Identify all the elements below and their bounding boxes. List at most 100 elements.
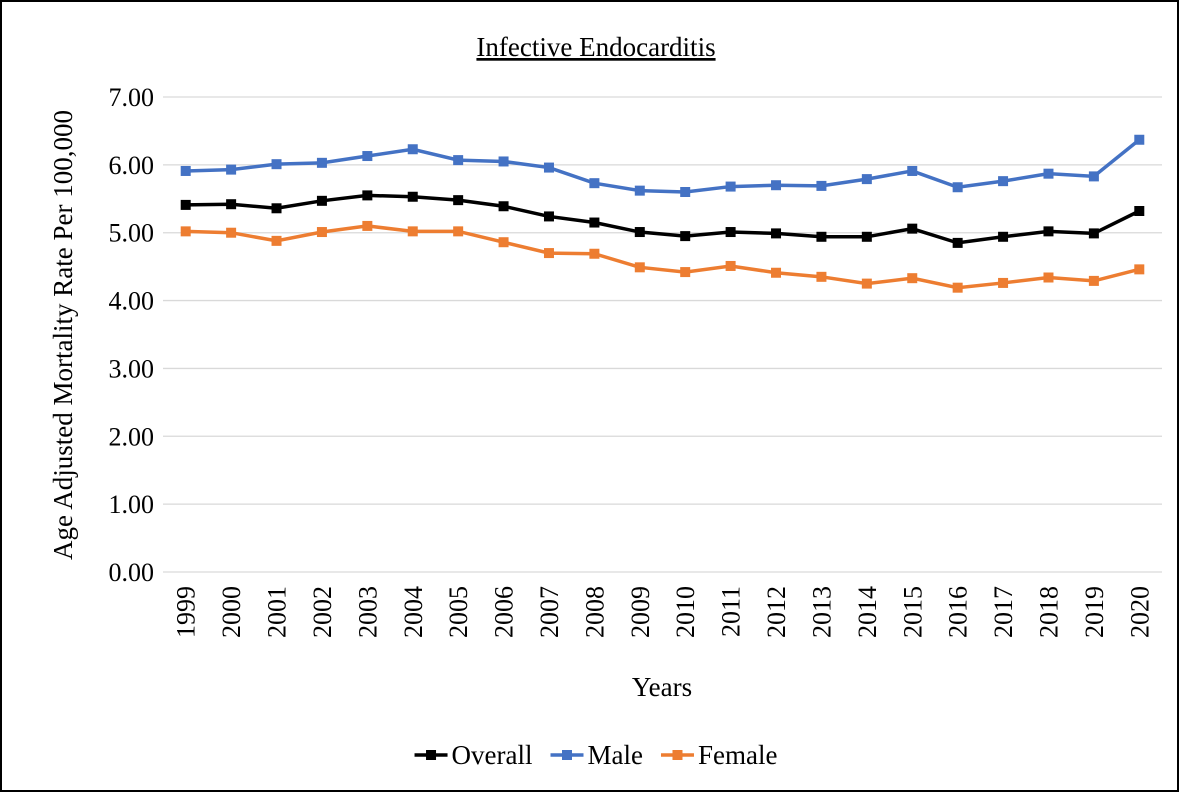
point-marker	[725, 227, 736, 238]
x-tick-label: 2007	[535, 586, 564, 638]
point-marker	[498, 237, 509, 248]
point-marker	[589, 217, 600, 228]
y-tick-label: 3.00	[109, 354, 155, 383]
point-marker	[725, 260, 736, 271]
legend: Overall Male Female	[414, 740, 777, 770]
x-tick-label: 1999	[172, 586, 201, 638]
point-marker	[634, 227, 645, 238]
x-tick-label: 2014	[853, 586, 882, 638]
x-tick-label: 2012	[762, 586, 791, 638]
legend-item: Male	[550, 740, 643, 770]
chart-title: Infective Endocarditis	[476, 32, 715, 62]
point-marker	[226, 227, 237, 238]
point-marker	[362, 220, 373, 231]
legend-label: Female	[698, 740, 777, 770]
point-marker	[952, 237, 963, 248]
point-marker	[271, 159, 282, 170]
x-tick-label: 2013	[807, 586, 836, 638]
point-marker	[998, 277, 1009, 288]
x-tick-label: 2018	[1034, 586, 1063, 638]
point-marker	[453, 155, 464, 166]
point-marker	[453, 195, 464, 206]
x-tick-label: 2004	[399, 586, 428, 638]
x-tick-label: 2002	[308, 586, 337, 638]
point-marker	[271, 203, 282, 214]
point-marker	[1134, 134, 1145, 145]
point-marker	[1043, 272, 1054, 283]
point-marker	[226, 199, 237, 210]
point-marker	[407, 144, 418, 155]
series-line	[185, 138, 1141, 194]
series-line	[185, 193, 1141, 245]
point-marker	[907, 273, 918, 284]
point-marker	[725, 181, 736, 192]
point-marker	[498, 156, 509, 167]
x-tick-label: 2001	[263, 586, 292, 638]
point-marker	[861, 174, 872, 185]
x-tick-label: 2008	[580, 586, 609, 638]
y-tick-label: 4.00	[109, 287, 155, 316]
legend-label: Male	[588, 740, 643, 770]
x-tick-label: 2019	[1080, 586, 1109, 638]
point-marker	[861, 231, 872, 242]
legend-label: Overall	[452, 740, 533, 770]
point-marker	[998, 231, 1009, 242]
y-tick-label: 5.00	[109, 219, 155, 248]
point-marker	[771, 228, 782, 239]
point-marker	[271, 235, 282, 246]
point-marker	[180, 165, 191, 176]
y-tick-label: 0.00	[109, 558, 155, 587]
point-marker	[180, 226, 191, 237]
point-marker	[634, 185, 645, 196]
point-marker	[1088, 228, 1099, 239]
y-tick-label: 7.00	[109, 83, 155, 112]
legend-swatch-marker	[426, 750, 437, 760]
x-tick-label: 2010	[671, 586, 700, 638]
x-tick-label: 2000	[217, 586, 246, 638]
point-marker	[407, 226, 418, 237]
point-marker	[453, 226, 464, 237]
legend-item: Overall	[414, 740, 533, 770]
legend-item: Female	[660, 740, 777, 770]
x-tick-label: 2005	[444, 586, 473, 638]
x-tick-label: 2020	[1125, 586, 1154, 638]
x-tick-label: 2015	[898, 586, 927, 638]
point-marker	[952, 182, 963, 193]
point-marker	[543, 211, 554, 222]
point-marker	[680, 231, 691, 242]
point-marker	[680, 187, 691, 197]
legend-swatch-marker	[672, 750, 683, 760]
legend-swatch-marker	[562, 750, 572, 760]
point-marker	[589, 248, 600, 259]
point-marker	[907, 223, 918, 234]
point-marker	[543, 248, 554, 259]
point-marker	[316, 195, 327, 206]
point-marker	[1088, 171, 1099, 182]
point-marker	[816, 231, 827, 242]
point-marker	[589, 178, 600, 189]
point-marker	[861, 278, 872, 289]
point-marker	[998, 176, 1009, 187]
x-tick-label: 2016	[944, 586, 973, 638]
point-marker	[1134, 206, 1145, 216]
y-axis-label: Age Adjusted Mortality Rate Per 100,000	[48, 110, 78, 560]
point-marker	[952, 282, 963, 293]
point-marker	[316, 227, 327, 238]
point-marker	[362, 151, 373, 162]
point-marker	[816, 271, 827, 282]
series-line	[185, 224, 1140, 290]
point-marker	[316, 157, 327, 168]
x-axis-label: Years	[632, 672, 692, 702]
point-marker	[771, 180, 782, 191]
x-tick-label: 2006	[490, 586, 519, 638]
x-tick-label: 2009	[626, 586, 655, 638]
y-tick-label: 2.00	[109, 422, 155, 451]
point-marker	[407, 191, 418, 202]
y-tick-label: 1.00	[109, 490, 155, 519]
point-marker	[498, 201, 509, 212]
point-marker	[680, 267, 691, 278]
point-marker	[1043, 168, 1054, 179]
point-marker	[362, 190, 373, 201]
